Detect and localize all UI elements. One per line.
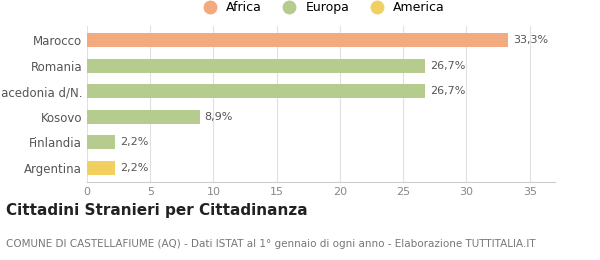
Text: COMUNE DI CASTELLAFIUME (AQ) - Dati ISTAT al 1° gennaio di ogni anno - Elaborazi: COMUNE DI CASTELLAFIUME (AQ) - Dati ISTA… [6,239,536,249]
Bar [87,33,508,47]
Bar [87,161,115,175]
Text: 26,7%: 26,7% [430,61,465,71]
Bar [87,59,425,73]
Bar [87,135,115,149]
Bar [87,110,200,124]
Text: 2,2%: 2,2% [120,137,148,147]
Text: 33,3%: 33,3% [513,35,548,45]
Text: Cittadini Stranieri per Cittadinanza: Cittadini Stranieri per Cittadinanza [6,203,308,218]
Text: 26,7%: 26,7% [430,86,465,96]
Text: 2,2%: 2,2% [120,163,148,173]
Text: 8,9%: 8,9% [205,112,233,122]
Bar [87,84,425,98]
Legend: Africa, Europa, America: Africa, Europa, America [194,0,448,17]
